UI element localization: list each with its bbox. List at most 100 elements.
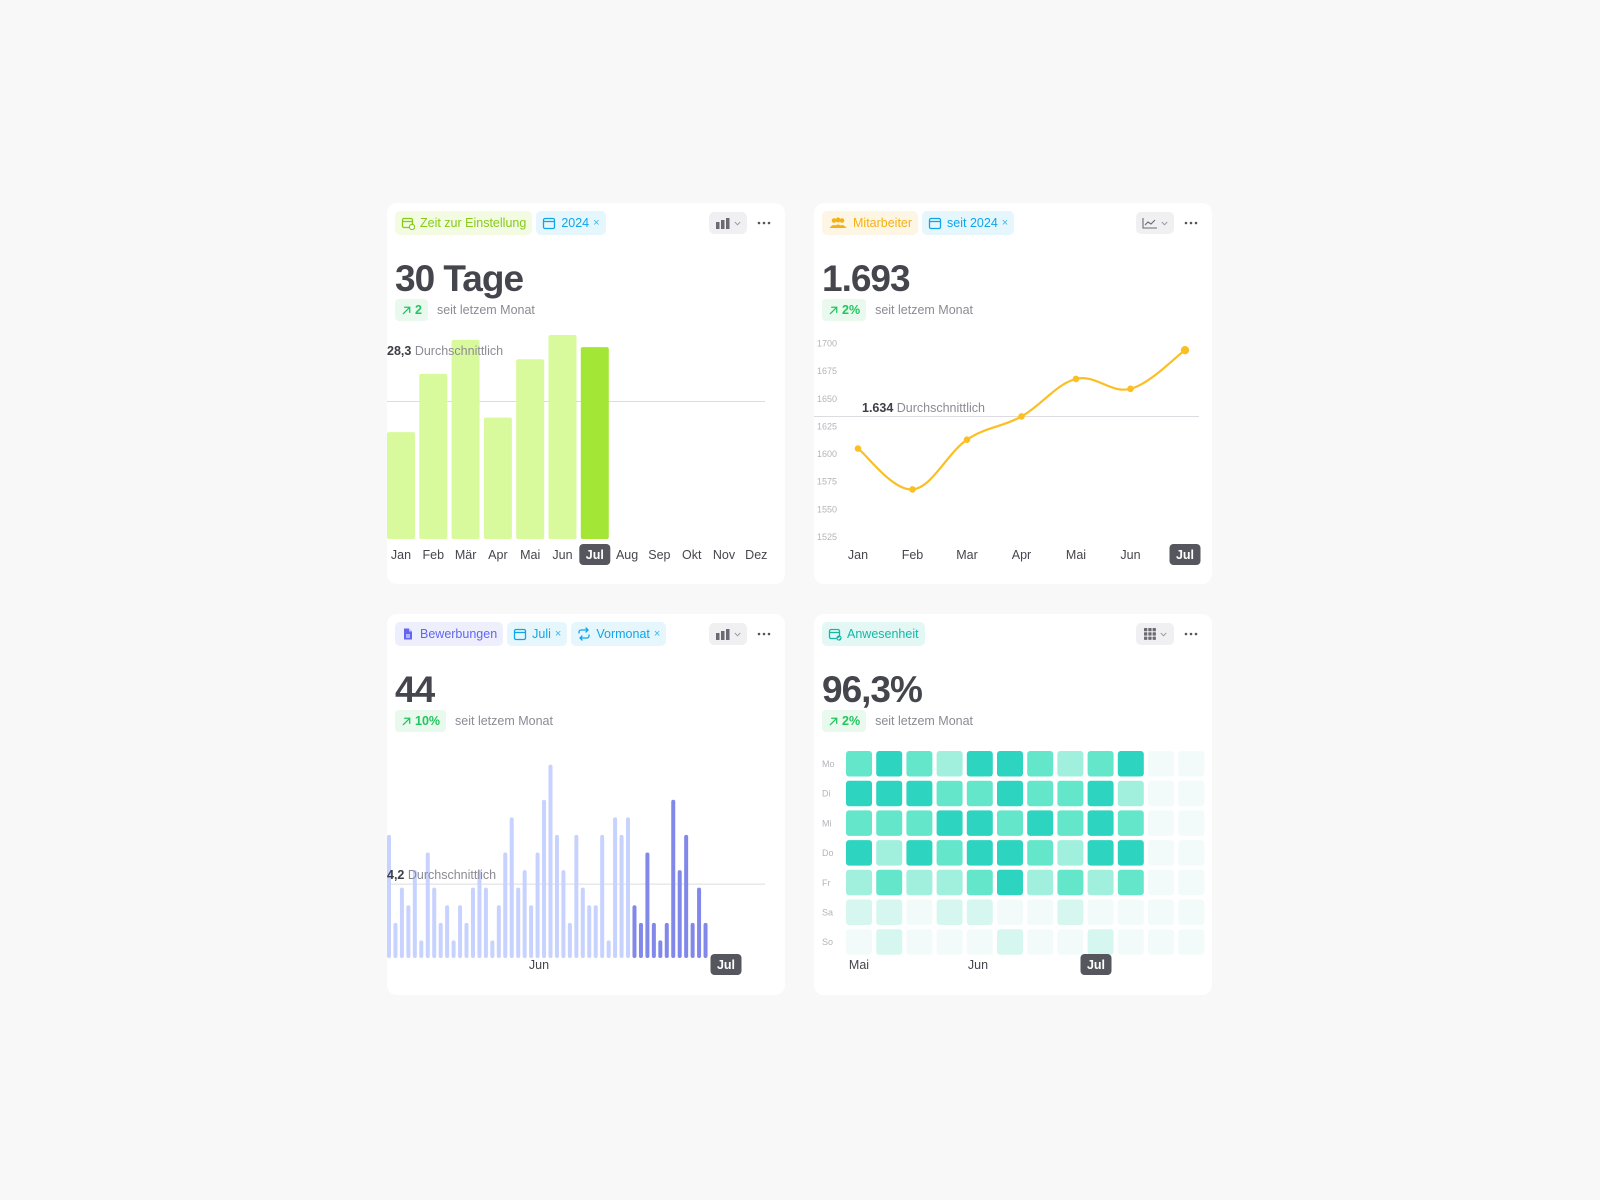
data-point[interactable] xyxy=(1180,345,1190,355)
heatmap-cell[interactable] xyxy=(1148,751,1174,777)
heatmap-cell[interactable] xyxy=(876,929,903,955)
heatmap-cell[interactable] xyxy=(1027,929,1054,955)
bar[interactable] xyxy=(580,347,609,539)
data-point[interactable] xyxy=(909,486,916,493)
more-options-icon[interactable] xyxy=(1180,623,1202,645)
bar[interactable] xyxy=(651,922,656,958)
bar[interactable] xyxy=(658,940,663,958)
heatmap-cell[interactable] xyxy=(1087,899,1114,926)
heatmap-cell[interactable] xyxy=(966,929,993,955)
heatmap-cell[interactable] xyxy=(906,810,933,836)
remove-filter-icon[interactable]: × xyxy=(593,217,600,229)
bar[interactable] xyxy=(387,834,391,958)
data-point[interactable] xyxy=(854,445,862,452)
heatmap-cell[interactable] xyxy=(876,899,903,926)
bar[interactable] xyxy=(703,922,708,958)
filter-chip[interactable]: Zeit zur Einstellung xyxy=(395,211,533,235)
bar[interactable] xyxy=(516,887,521,958)
bar[interactable] xyxy=(522,870,527,958)
data-point[interactable] xyxy=(1127,385,1134,393)
bar[interactable] xyxy=(535,852,540,959)
heatmap-cell[interactable] xyxy=(1057,840,1084,866)
bar[interactable] xyxy=(677,870,682,958)
heatmap-cell[interactable] xyxy=(997,751,1023,777)
heatmap-cell[interactable] xyxy=(906,929,933,955)
chart-type-button[interactable] xyxy=(709,212,747,234)
more-options-icon[interactable] xyxy=(753,212,775,234)
chart-type-button[interactable] xyxy=(709,623,747,645)
bar[interactable] xyxy=(477,870,482,958)
heatmap-cell[interactable] xyxy=(846,840,872,866)
heatmap-cell[interactable] xyxy=(966,810,993,836)
heatmap-cell[interactable] xyxy=(876,840,903,866)
heatmap-cell[interactable] xyxy=(1117,810,1144,836)
chart-type-button[interactable] xyxy=(1136,623,1174,645)
heatmap-cell[interactable] xyxy=(997,780,1023,807)
heatmap-cell[interactable] xyxy=(906,840,933,866)
heatmap-cell[interactable] xyxy=(1148,810,1174,836)
heatmap-cell[interactable] xyxy=(1027,780,1054,807)
heatmap-cell[interactable] xyxy=(1057,780,1084,807)
heatmap-cell[interactable] xyxy=(966,751,993,777)
bar[interactable] xyxy=(690,922,695,958)
heatmap-cell[interactable] xyxy=(1027,751,1054,777)
heatmap-cell[interactable] xyxy=(997,869,1023,896)
heatmap-cell[interactable] xyxy=(906,899,933,926)
bar[interactable] xyxy=(490,940,495,958)
heatmap-cell[interactable] xyxy=(1178,810,1205,836)
heatmap-cell[interactable] xyxy=(906,780,933,807)
bar[interactable] xyxy=(684,834,689,958)
heatmap-cell[interactable] xyxy=(1178,751,1205,777)
heatmap-cell[interactable] xyxy=(1178,899,1205,926)
heatmap-cell[interactable] xyxy=(1117,929,1144,955)
heatmap-cell[interactable] xyxy=(1057,929,1084,955)
heatmap-cell[interactable] xyxy=(1117,780,1144,807)
heatmap-cell[interactable] xyxy=(966,869,993,896)
heatmap-cell[interactable] xyxy=(1087,780,1114,807)
heatmap-cell[interactable] xyxy=(936,869,963,896)
heatmap-cell[interactable] xyxy=(1148,869,1174,896)
bar[interactable] xyxy=(451,940,456,958)
bar[interactable] xyxy=(503,852,508,959)
bar[interactable] xyxy=(425,852,430,959)
bar[interactable] xyxy=(483,417,512,539)
heatmap-cell[interactable] xyxy=(1117,751,1144,777)
heatmap-cell[interactable] xyxy=(1087,929,1114,955)
bar[interactable] xyxy=(567,922,572,958)
bar[interactable] xyxy=(554,834,559,958)
data-point[interactable] xyxy=(1018,413,1025,420)
heatmap-cell[interactable] xyxy=(966,780,993,807)
heatmap-cell[interactable] xyxy=(997,929,1023,955)
heatmap-cell[interactable] xyxy=(1178,869,1205,896)
filter-chip[interactable]: Anwesenheit xyxy=(822,622,925,646)
data-point[interactable] xyxy=(963,436,971,443)
bar[interactable] xyxy=(509,817,514,958)
filter-chip[interactable]: Vormonat × xyxy=(571,622,667,646)
data-point[interactable] xyxy=(1072,375,1080,383)
heatmap-cell[interactable] xyxy=(1057,869,1084,896)
bar[interactable] xyxy=(664,922,669,958)
bar[interactable] xyxy=(432,887,437,958)
bar[interactable] xyxy=(606,940,611,958)
filter-chip[interactable]: Mitarbeiter xyxy=(822,211,919,235)
bar[interactable] xyxy=(671,799,676,958)
heatmap-cell[interactable] xyxy=(846,899,872,926)
bar[interactable] xyxy=(496,905,501,958)
bar[interactable] xyxy=(451,339,480,539)
heatmap-cell[interactable] xyxy=(936,840,963,866)
heatmap-cell[interactable] xyxy=(1178,840,1205,866)
bar[interactable] xyxy=(593,905,598,958)
heatmap-cell[interactable] xyxy=(846,810,872,836)
bar[interactable] xyxy=(619,834,624,958)
bar[interactable] xyxy=(697,887,702,958)
heatmap-cell[interactable] xyxy=(1087,751,1114,777)
heatmap-cell[interactable] xyxy=(1148,899,1174,926)
heatmap-cell[interactable] xyxy=(846,869,872,896)
bar[interactable] xyxy=(470,887,475,958)
heatmap-cell[interactable] xyxy=(936,929,963,955)
heatmap-cell[interactable] xyxy=(1027,899,1054,926)
heatmap-cell[interactable] xyxy=(1087,869,1114,896)
heatmap-cell[interactable] xyxy=(876,780,903,807)
remove-filter-icon[interactable]: × xyxy=(554,628,562,640)
heatmap-cell[interactable] xyxy=(1087,810,1114,836)
